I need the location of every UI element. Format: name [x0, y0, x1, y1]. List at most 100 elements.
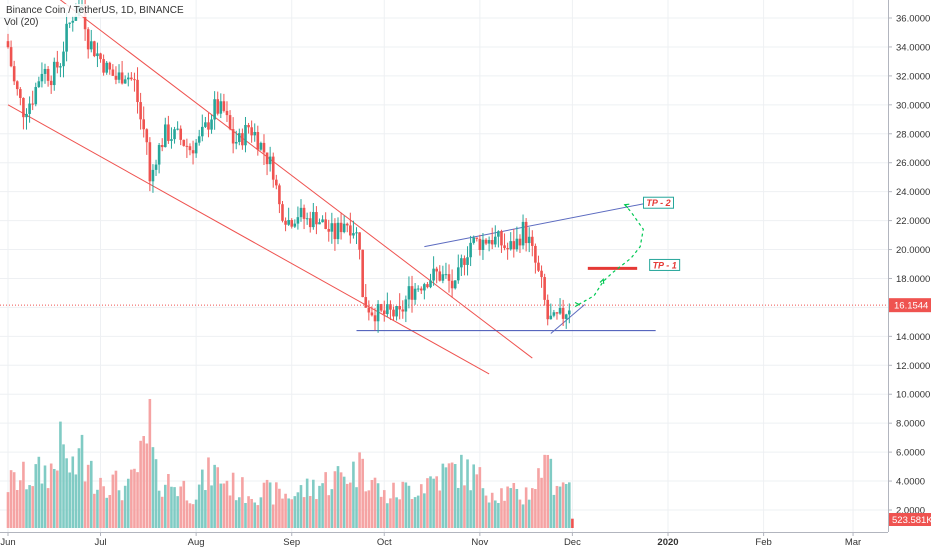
volume-bar: [96, 489, 99, 528]
annotations: TP - 2 TP - 1: [574, 196, 681, 308]
time-tick-label: Feb: [755, 537, 771, 548]
candle-body: [284, 220, 287, 225]
candle-body: [105, 62, 108, 73]
candle-body: [429, 280, 432, 288]
volume-bar: [185, 500, 189, 528]
volume-bar: [173, 487, 176, 528]
candle-body: [373, 315, 377, 322]
candle-body: [481, 239, 485, 250]
volume-bar: [537, 468, 540, 528]
candle-body: [379, 304, 383, 311]
volume-bar: [342, 476, 346, 528]
volume-bar: [204, 490, 207, 528]
annotation-label: TP - 1: [653, 260, 677, 270]
candle-body: [259, 142, 263, 150]
volume-bar: [114, 470, 118, 528]
candle-body: [142, 119, 146, 130]
candle-body: [392, 309, 395, 317]
candle-body: [278, 185, 281, 205]
candle-body: [370, 312, 374, 316]
candle-body: [382, 310, 386, 315]
candle-body: [561, 307, 565, 319]
candle-body: [197, 136, 201, 143]
candle-body: [299, 207, 303, 218]
time-tick-label: Mar: [845, 537, 861, 548]
candle-body: [395, 306, 398, 317]
candle-body: [31, 103, 34, 105]
volume-bar: [268, 482, 272, 528]
volume-bar: [352, 461, 355, 528]
volume-bar: [561, 482, 565, 528]
candle-body: [219, 101, 223, 114]
candle-body: [210, 119, 213, 130]
volume-bar: [370, 479, 374, 528]
volume-bar: [49, 463, 53, 528]
candle-body: [216, 99, 220, 114]
volume-bar: [571, 518, 574, 528]
candle-body: [28, 103, 31, 114]
candle-body: [130, 77, 133, 80]
candle-body: [435, 268, 438, 272]
candle-body: [225, 110, 229, 116]
candle-body: [157, 145, 161, 165]
candle-body: [497, 231, 500, 237]
volume-bar: [176, 496, 179, 528]
volume-bar: [410, 499, 414, 528]
volume-bar: [564, 484, 568, 528]
volume-bar: [327, 495, 331, 528]
price-tick-label: 8.0000: [896, 419, 925, 430]
candle-body: [416, 288, 420, 290]
volume-bar: [293, 496, 297, 528]
volume-bar: [105, 497, 108, 528]
volume-bar: [46, 488, 50, 528]
price-tick-label: 20.0000: [896, 245, 930, 256]
volume-bar: [296, 492, 300, 528]
volume-bar: [278, 488, 281, 528]
volume-bar: [210, 485, 213, 528]
candle-body: [339, 222, 343, 233]
candle-body: [534, 245, 537, 263]
candle-body: [447, 274, 451, 281]
candle-body: [308, 218, 312, 228]
volume-bar: [22, 461, 25, 528]
current-volume-label: 523.581K: [892, 515, 932, 526]
trendlines: [0, 0, 888, 375]
volume-bar: [472, 464, 476, 528]
volume-bar: [450, 462, 454, 528]
volume-bar: [512, 482, 516, 528]
candle-body: [305, 218, 309, 220]
candle-body: [472, 237, 476, 243]
candle-body: [376, 304, 380, 322]
volume-bar: [163, 484, 167, 528]
volume-bar: [475, 474, 479, 528]
candle-body: [493, 236, 497, 245]
price-tick-label: 4.0000: [896, 477, 925, 488]
candle-body: [52, 61, 56, 86]
volume-bar: [398, 499, 401, 528]
volume-bar: [444, 467, 448, 528]
candle-body: [336, 222, 340, 240]
candle-body: [200, 126, 204, 137]
annotation-label: TP - 2: [646, 198, 670, 208]
candle-body: [170, 139, 173, 141]
candle-body: [89, 41, 93, 50]
volume-bar: [299, 485, 303, 528]
volume-bar: [71, 456, 75, 528]
candle-body: [546, 299, 550, 320]
volume-bar: [216, 467, 220, 528]
volume-bar: [15, 490, 19, 528]
volume-bar: [133, 468, 136, 528]
candle-body: [296, 217, 300, 224]
volume-bar: [318, 485, 321, 528]
candle-body: [108, 62, 112, 70]
price-tick-label: 12.0000: [896, 361, 930, 372]
candle-body: [247, 124, 250, 128]
volume-bar: [389, 498, 392, 528]
candle-body: [71, 20, 75, 23]
volume-bar: [9, 470, 13, 528]
candle-body: [450, 280, 454, 289]
volume-bar: [524, 487, 528, 528]
